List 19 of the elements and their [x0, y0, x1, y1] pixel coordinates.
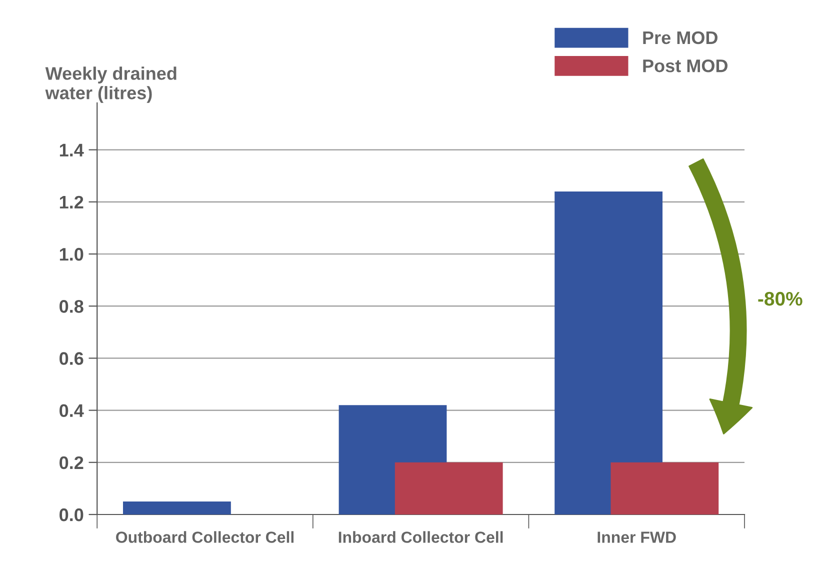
legend-label: Pre MOD	[643, 31, 718, 44]
y-axis-title: Weekly drained water (litres)	[45, 66, 176, 103]
bar	[123, 501, 231, 514]
y-tick-label: 1.0	[60, 248, 84, 261]
y-tick-label: 1.2	[60, 196, 84, 208]
y-tick-label: 0.2	[60, 456, 84, 470]
x-tick-label: Inboard Collector Cell	[338, 531, 503, 543]
y-tick-label: 0.4	[60, 404, 84, 418]
bar	[610, 462, 719, 514]
y-tick-label: 1.4	[60, 144, 84, 156]
x-tick-label: Outboard Collector Cell	[116, 531, 294, 543]
x-tick-label: Inner FWD	[598, 532, 676, 543]
legend-label: Post MOD	[643, 59, 728, 72]
bar	[554, 191, 663, 514]
y-tick-label: 0.0	[60, 508, 84, 522]
bar	[394, 462, 503, 514]
y-tick-label: 0.8	[60, 300, 84, 313]
text: -80%	[758, 292, 802, 306]
y-tick-label: 0.6	[60, 352, 84, 365]
